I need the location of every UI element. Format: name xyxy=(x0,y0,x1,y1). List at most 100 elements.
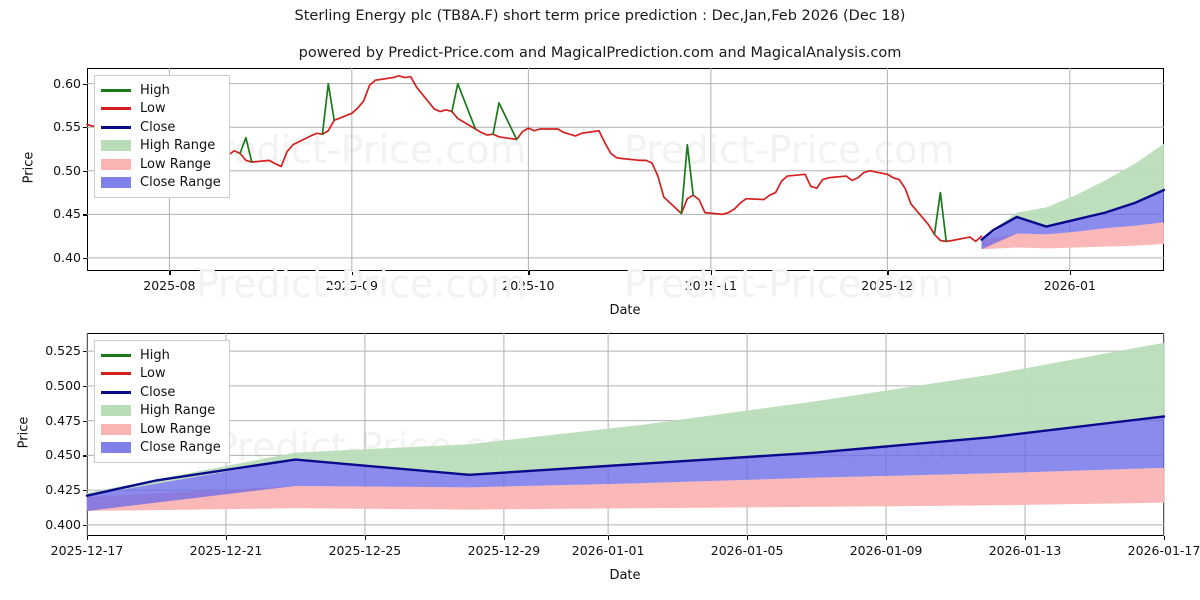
legend-swatch-patch xyxy=(101,140,131,152)
y-tick-label: 0.60 xyxy=(53,75,81,91)
legend-item-close-range: Close Range xyxy=(101,174,221,193)
y-tick-label: 0.525 xyxy=(45,343,81,359)
top-chart-canvas xyxy=(86,68,1166,271)
legend-label: Close Range xyxy=(140,175,221,191)
x-tick-label: 2026-01-05 xyxy=(710,543,784,558)
y-tick-mark xyxy=(83,257,87,260)
y-tick-label: 0.450 xyxy=(45,447,81,463)
series-high-spike xyxy=(492,101,518,141)
x-tick-mark xyxy=(503,536,506,540)
y-tick-mark xyxy=(83,385,87,388)
legend-label: Low xyxy=(140,366,166,382)
x-tick-mark xyxy=(886,536,888,540)
y-tick-label: 0.475 xyxy=(45,412,81,428)
bottom-chart-legend: High Low Close High Range Low Range Close Ran… xyxy=(94,340,230,463)
x-tick-mark xyxy=(710,271,713,275)
y-tick-mark xyxy=(83,420,87,422)
x-tick-mark xyxy=(87,536,89,540)
x-tick-label: 2025-12-25 xyxy=(328,543,402,558)
legend-swatch-patch xyxy=(101,442,131,454)
x-tick-label: 2025-12 xyxy=(861,278,914,293)
legend-item-close: Close xyxy=(101,383,221,402)
legend-swatch-line xyxy=(101,353,131,357)
legend-label: Low Range xyxy=(140,421,211,437)
legend-label: Low Range xyxy=(140,156,211,172)
x-tick-mark xyxy=(1069,271,1072,275)
page-title: Sterling Energy plc (TB8A.F) short term … xyxy=(294,8,906,24)
legend-item-low: Low xyxy=(101,100,221,119)
x-tick-mark xyxy=(225,536,228,540)
x-tick-mark xyxy=(747,536,749,540)
legend-item-low-range: Low Range xyxy=(101,420,221,439)
legend-item-high: High xyxy=(101,81,221,100)
x-tick-mark xyxy=(1164,536,1166,540)
legend-label: High Range xyxy=(140,403,216,419)
x-tick-mark xyxy=(608,536,610,540)
x-tick-label: 2025-10 xyxy=(502,278,555,293)
legend-item-high-range: High Range xyxy=(101,137,221,156)
y-tick-label: 0.45 xyxy=(53,206,81,222)
legend-swatch-patch xyxy=(101,423,131,435)
top-chart-legend: High Low Close High Range Low Range Close Ran… xyxy=(94,75,230,198)
legend-label: High xyxy=(140,82,170,98)
legend-item-high-range: High Range xyxy=(101,402,221,421)
series-close xyxy=(85,415,1166,497)
legend-label: High Range xyxy=(140,138,216,154)
legend-swatch-line xyxy=(101,107,131,111)
x-tick-mark xyxy=(528,271,530,275)
x-tick-label: 2025-08 xyxy=(143,278,196,293)
legend-item-low: Low xyxy=(101,365,221,384)
band-high-range xyxy=(981,143,1164,240)
band-high-range xyxy=(87,342,1164,496)
series-high-spike xyxy=(239,136,253,163)
x-tick-label: 2026-01-09 xyxy=(849,543,923,558)
x-tick-mark xyxy=(364,536,367,540)
top-x-axis-label: Date xyxy=(609,303,641,318)
x-tick-label: 2026-01-13 xyxy=(988,543,1062,558)
y-tick-label: 0.40 xyxy=(53,249,81,265)
legend-label: Close Range xyxy=(140,440,221,456)
series-close xyxy=(980,188,1166,241)
x-tick-mark xyxy=(351,271,354,275)
legend-item-low-range: Low Range xyxy=(101,155,221,174)
series-high-spike xyxy=(680,143,695,215)
x-tick-label: 2025-11 xyxy=(684,278,737,293)
band-low-range xyxy=(981,222,1164,250)
y-tick-label: 0.50 xyxy=(53,162,81,178)
series-high-spike xyxy=(321,82,336,136)
band-close-range xyxy=(87,416,1164,511)
legend-item-close: Close xyxy=(101,118,221,137)
legend-label: Close xyxy=(140,384,176,400)
x-tick-label: 2025-12-21 xyxy=(189,543,263,558)
legend-label: Close xyxy=(140,119,176,135)
x-tick-label: 2026-01-01 xyxy=(571,543,645,558)
legend-swatch-patch xyxy=(101,405,131,417)
x-tick-label: 2026-01 xyxy=(1043,278,1096,293)
legend-item-close-range: Close Range xyxy=(101,439,221,458)
top-chart-panel xyxy=(86,68,1166,271)
y-tick-label: 0.400 xyxy=(45,516,81,532)
x-tick-mark xyxy=(169,271,171,275)
y-tick-mark xyxy=(83,127,87,129)
bottom-chart-panel xyxy=(85,333,1166,536)
x-tick-label: 2025-12-29 xyxy=(467,543,541,558)
y-tick-label: 0.500 xyxy=(45,377,81,393)
legend-swatch-patch xyxy=(101,177,131,189)
y-tick-label: 0.55 xyxy=(53,119,81,135)
series-high-spike xyxy=(933,191,948,243)
y-tick-mark xyxy=(83,83,87,85)
x-tick-label: 2025-09 xyxy=(325,278,378,293)
legend-swatch-line xyxy=(101,88,131,92)
x-tick-mark xyxy=(1025,536,1027,540)
band-low-range xyxy=(87,467,1164,511)
y-tick-mark xyxy=(83,351,87,353)
y-tick-mark xyxy=(83,524,87,527)
x-tick-label: 2026-01-17 xyxy=(1127,543,1200,558)
page-subtitle: powered by Predict-Price.com and Magical… xyxy=(298,45,902,61)
legend-label: High xyxy=(140,347,170,363)
y-tick-mark xyxy=(83,170,87,172)
bottom-x-axis-label: Date xyxy=(609,568,641,583)
legend-swatch-line xyxy=(101,390,131,394)
band-close-range xyxy=(981,189,1164,250)
x-tick-mark xyxy=(887,271,889,275)
